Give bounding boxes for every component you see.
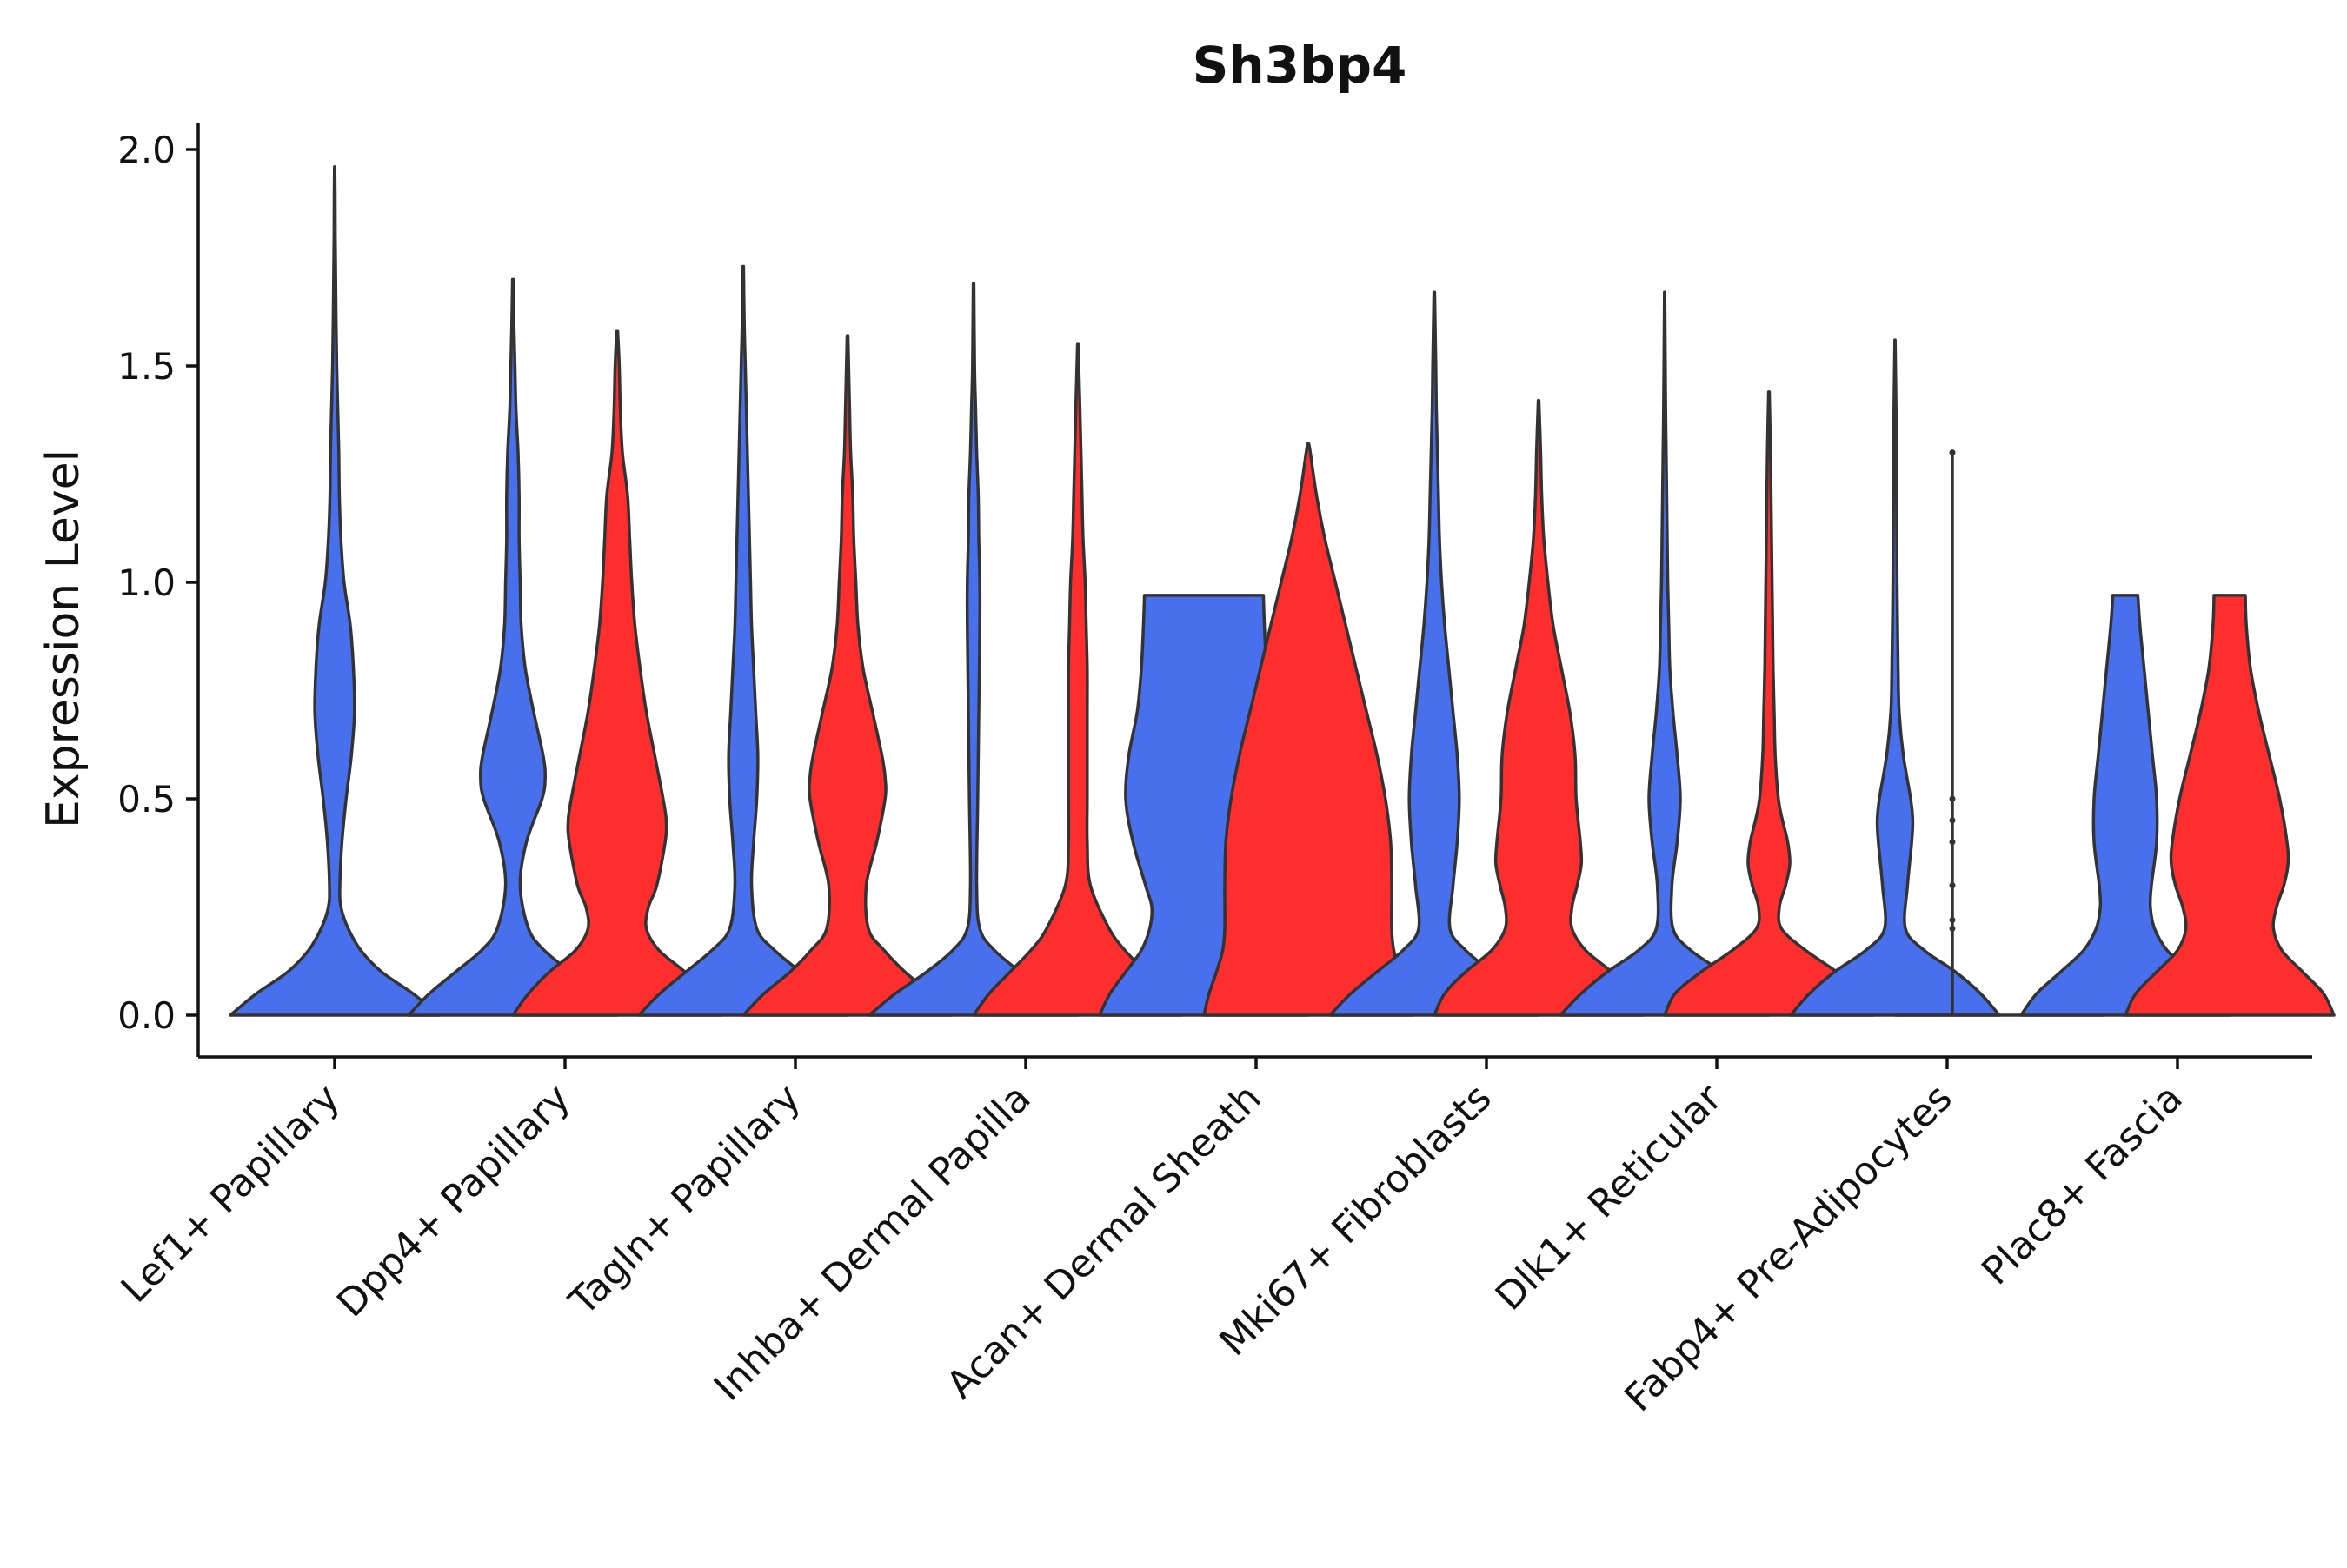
violin-point <box>1949 839 1956 846</box>
y-tick-label: 0.5 <box>117 778 176 821</box>
y-tick-label: 2.0 <box>117 129 176 171</box>
violin-a <box>2019 594 2231 1017</box>
violin-b <box>2124 594 2336 1017</box>
violin-b <box>1663 390 1875 1017</box>
violin-point <box>1949 882 1956 889</box>
x-tick-label: Plac8+ Fascia <box>1973 1076 2191 1294</box>
violin-b <box>1202 442 1414 1017</box>
violin-b <box>1433 399 1645 1017</box>
violin-a <box>1789 338 2001 1017</box>
violin-a <box>868 282 1080 1017</box>
violin-point <box>1949 795 1956 802</box>
violin-a <box>407 277 619 1017</box>
violin-point <box>1949 916 1956 923</box>
violin-point <box>1949 925 1956 932</box>
violin-a <box>1559 290 1771 1017</box>
violins-layer <box>229 165 2336 1017</box>
violin-b <box>972 342 1184 1017</box>
violin-point <box>1949 817 1956 824</box>
y-axis-label: Expression Level <box>37 449 90 828</box>
y-tick-label: 0.0 <box>117 994 176 1037</box>
chart-title: Sh3bp4 <box>1193 36 1407 95</box>
violin-b <box>741 334 954 1017</box>
x-tick-label: Tagln+ Papillary <box>561 1076 809 1325</box>
violin-a <box>1328 290 1540 1017</box>
x-tick-label: Lef1+ Papillary <box>113 1076 349 1312</box>
x-tick-label: Dlk1+ Reticular <box>1487 1075 1732 1319</box>
y-tick-label: 1.5 <box>117 345 176 388</box>
violin-b <box>511 329 723 1017</box>
violin-a <box>229 165 441 1017</box>
y-tick-label: 1.0 <box>117 561 176 604</box>
violin-a <box>637 264 849 1017</box>
x-tick-label: Dpp4+ Papillary <box>329 1076 579 1326</box>
violin-point <box>1949 449 1956 456</box>
